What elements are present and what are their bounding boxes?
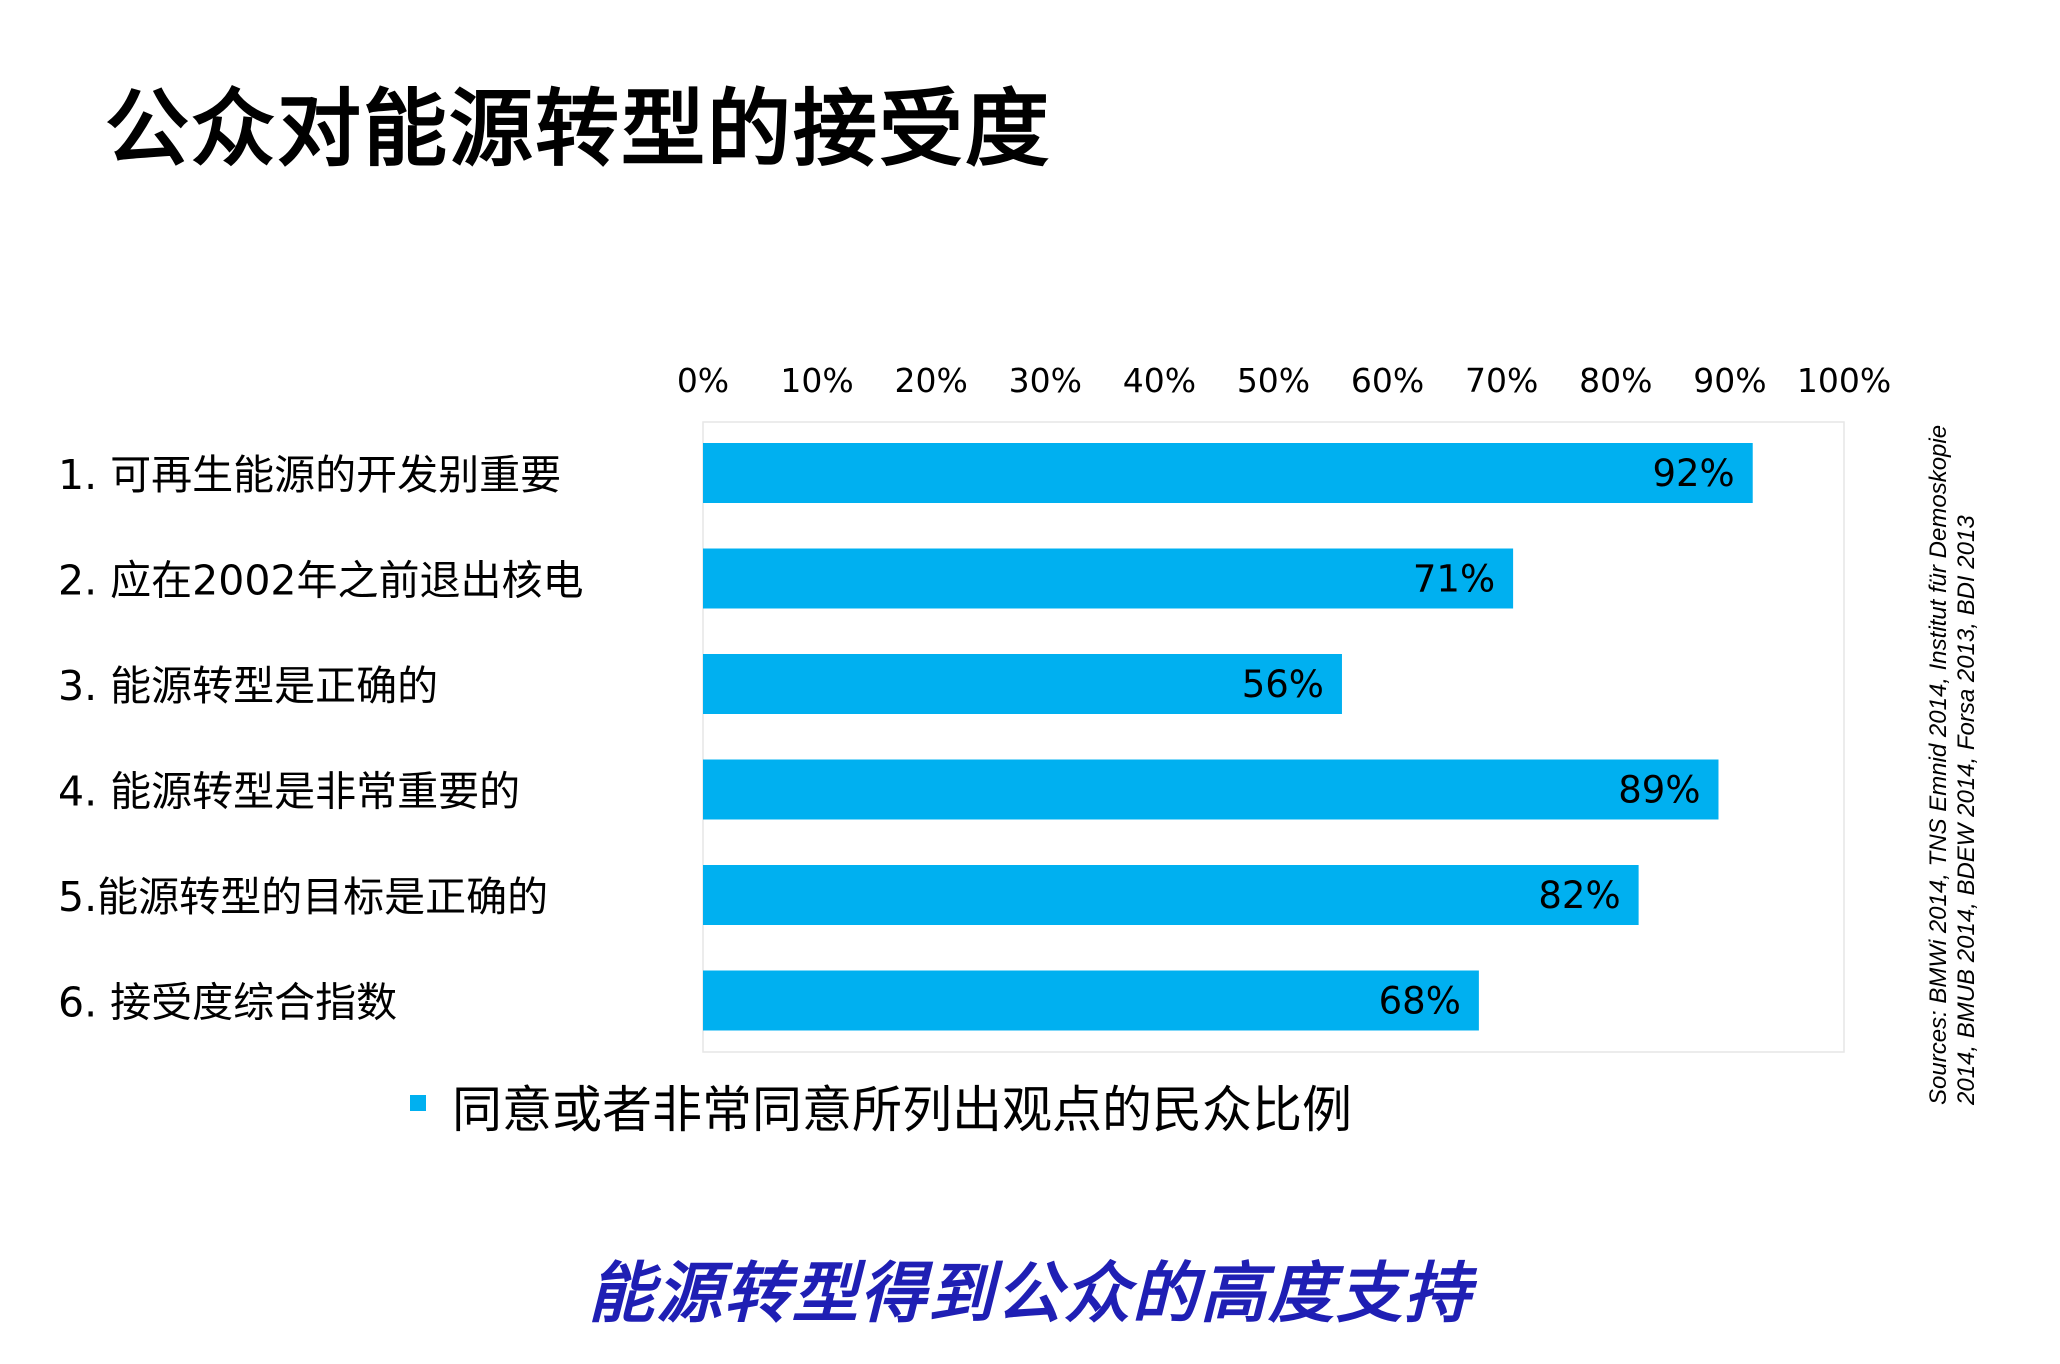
data-labels: 92% 71% 56% 89% 82% 68% — [1242, 452, 1735, 1023]
category-label: 6. 接受度综合指数 — [58, 979, 397, 1027]
tagline: 能源转型得到公众的高度支持 — [588, 1255, 1472, 1332]
category-label: 1. 可再生能源的开发别重要 — [58, 451, 561, 499]
x-axis-ticks: 0% 10% 20% 30% 40% 50% 60% 70% 80% 90% 100% — [677, 361, 1891, 400]
data-label: 92% — [1652, 452, 1734, 495]
x-tick-label: 20% — [895, 361, 968, 400]
bar — [703, 970, 1479, 1031]
bar — [703, 654, 1342, 714]
data-label: 82% — [1538, 874, 1620, 917]
x-tick-label: 40% — [1123, 361, 1196, 400]
x-tick-label: 80% — [1579, 361, 1652, 400]
data-label: 56% — [1242, 663, 1324, 706]
x-tick-label: 70% — [1465, 361, 1538, 400]
bar — [703, 443, 1753, 503]
x-tick-label: 50% — [1237, 361, 1310, 400]
x-tick-label: 0% — [677, 361, 729, 400]
slide-title: 公众对能源转型的接受度 — [105, 80, 1052, 178]
x-tick-label: 100% — [1797, 361, 1891, 400]
x-tick-label: 90% — [1693, 361, 1766, 400]
data-label: 71% — [1413, 558, 1495, 601]
x-tick-label: 30% — [1009, 361, 1082, 400]
x-tick-label: 10% — [780, 361, 853, 400]
legend-swatch — [410, 1095, 426, 1111]
source-note: Sources: BMWi 2014, TNS Emnid 2014, Inst… — [1925, 424, 1980, 1105]
data-label: 68% — [1379, 980, 1461, 1023]
bar — [703, 759, 1719, 820]
data-label: 89% — [1618, 769, 1700, 812]
plot-area-frame — [702, 421, 1845, 1053]
category-label: 4. 能源转型是非常重要的 — [58, 768, 520, 816]
x-tick-label: 60% — [1351, 361, 1424, 400]
category-label: 3. 能源转型是正确的 — [58, 662, 438, 710]
bars — [703, 443, 1753, 1031]
category-label: 5.能源转型的目标是正确的 — [58, 873, 548, 921]
category-label: 2. 应在2002年之前退出核电 — [58, 557, 584, 605]
legend-label: 同意或者非常同意所列出观点的民众比例 — [452, 1081, 1352, 1139]
bar — [703, 865, 1639, 925]
category-labels: 1. 可再生能源的开发别重要 2. 应在2002年之前退出核电 3. 能源转型是正确… — [58, 451, 584, 1027]
bar — [703, 548, 1514, 609]
